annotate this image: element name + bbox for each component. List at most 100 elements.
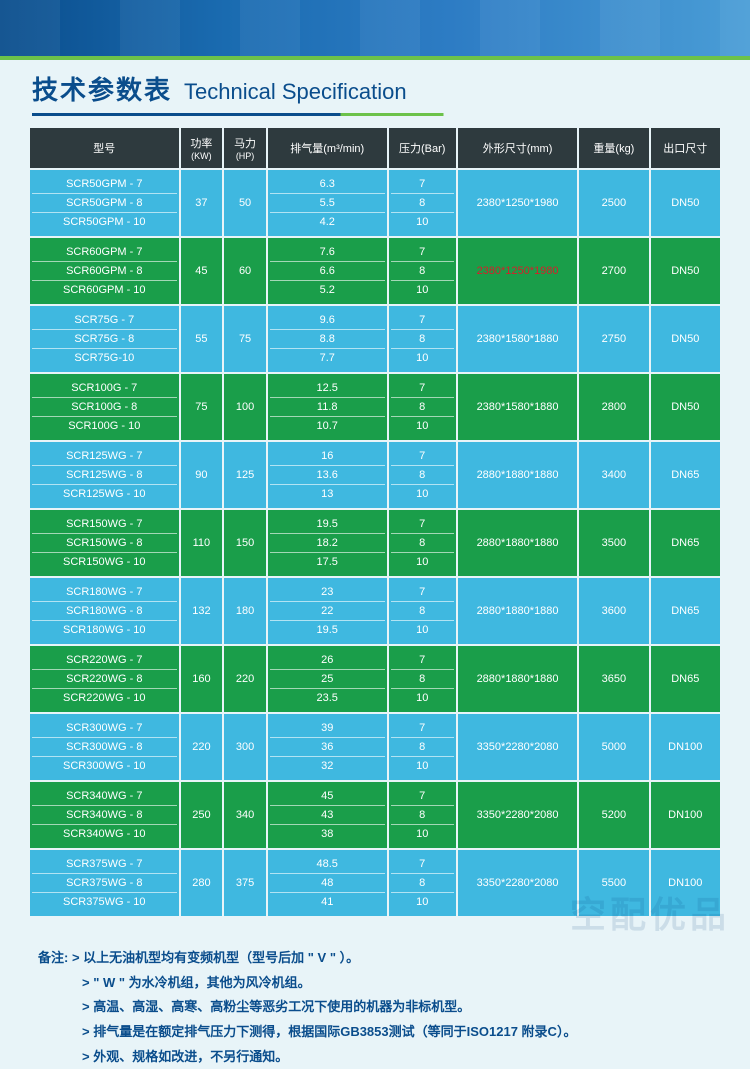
header-banner xyxy=(0,0,750,60)
table-cell: 2380*1250*1980 xyxy=(458,238,577,304)
table-cell: 3350*2280*2080 xyxy=(458,714,577,780)
table-cell: 3650 xyxy=(579,646,648,712)
table-cell: SCR220WG - 7SCR220WG - 8SCR220WG - 10 xyxy=(30,646,179,712)
table-row: SCR60GPM - 7SCR60GPM - 8SCR60GPM - 10456… xyxy=(30,238,720,304)
table-cell: 37 xyxy=(181,170,223,236)
table-cell: 2880*1880*1880 xyxy=(458,442,577,508)
table-cell: 90 xyxy=(181,442,223,508)
table-cell: 132 xyxy=(181,578,223,644)
title-cn: 技术参数表 xyxy=(32,70,172,107)
title-underline xyxy=(32,113,718,116)
table-cell: 280 xyxy=(181,850,223,916)
table-cell: 232219.5 xyxy=(268,578,387,644)
table-cell: DN50 xyxy=(651,374,720,440)
table-cell: 7810 xyxy=(389,238,456,304)
spec-table: 型号 功率(KW) 马力(HP) 排气量(m³/min) 压力(Bar) 外形尺… xyxy=(28,126,722,918)
header-row: 型号 功率(KW) 马力(HP) 排气量(m³/min) 压力(Bar) 外形尺… xyxy=(30,128,720,168)
table-cell: 3400 xyxy=(579,442,648,508)
table-row: SCR75G - 7SCR75G - 8SCR75G-1055759.68.87… xyxy=(30,306,720,372)
table-cell: 250 xyxy=(181,782,223,848)
table-cell: 300 xyxy=(224,714,266,780)
table-cell: SCR125WG - 7SCR125WG - 8SCR125WG - 10 xyxy=(30,442,179,508)
table-cell: 7810 xyxy=(389,850,456,916)
table-cell: DN65 xyxy=(651,442,720,508)
table-cell: SCR300WG - 7SCR300WG - 8SCR300WG - 10 xyxy=(30,714,179,780)
table-row: SCR180WG - 7SCR180WG - 8SCR180WG - 10132… xyxy=(30,578,720,644)
table-cell: 9.68.87.7 xyxy=(268,306,387,372)
note-line: 备注: > 以上无油机型均有变频机型（型号后加 " V " ）。 xyxy=(38,946,712,971)
title-row: 技术参数表 Technical Specification xyxy=(0,60,750,113)
table-row: SCR150WG - 7SCR150WG - 8SCR150WG - 10110… xyxy=(30,510,720,576)
table-cell: 3500 xyxy=(579,510,648,576)
table-cell: SCR375WG - 7SCR375WG - 8SCR375WG - 10 xyxy=(30,850,179,916)
table-cell: 375 xyxy=(224,850,266,916)
table-cell: 75 xyxy=(224,306,266,372)
table-cell: 2800 xyxy=(579,374,648,440)
table-cell: SCR50GPM - 7SCR50GPM - 8SCR50GPM - 10 xyxy=(30,170,179,236)
table-cell: 110 xyxy=(181,510,223,576)
table-cell: 454338 xyxy=(268,782,387,848)
table-row: SCR220WG - 7SCR220WG - 8SCR220WG - 10160… xyxy=(30,646,720,712)
table-cell: 7810 xyxy=(389,782,456,848)
table-cell: DN50 xyxy=(651,306,720,372)
note-line: > 外观、规格如改进，不另行通知。 xyxy=(38,1045,712,1069)
table-cell: 7.66.65.2 xyxy=(268,238,387,304)
th-dim: 外形尺寸(mm) xyxy=(458,128,577,168)
note-line: > " W " 为水冷机组，其他为风冷机组。 xyxy=(38,971,712,996)
table-cell: 2750 xyxy=(579,306,648,372)
table-cell: 2380*1250*1980 xyxy=(458,170,577,236)
table-cell: 7810 xyxy=(389,714,456,780)
table-cell: DN100 xyxy=(651,714,720,780)
table-cell: SCR180WG - 7SCR180WG - 8SCR180WG - 10 xyxy=(30,578,179,644)
table-cell: 262523.5 xyxy=(268,646,387,712)
table-cell: 160 xyxy=(181,646,223,712)
table-cell: 5000 xyxy=(579,714,648,780)
watermark: 空配优品 xyxy=(570,886,730,938)
table-cell: 5200 xyxy=(579,782,648,848)
table-cell: 7810 xyxy=(389,442,456,508)
table-cell: 2700 xyxy=(579,238,648,304)
table-cell: SCR75G - 7SCR75G - 8SCR75G-10 xyxy=(30,306,179,372)
title-en: Technical Specification xyxy=(184,79,407,105)
table-cell: 125 xyxy=(224,442,266,508)
table-cell: 180 xyxy=(224,578,266,644)
table-cell: 1613.613 xyxy=(268,442,387,508)
table-row: SCR300WG - 7SCR300WG - 8SCR300WG - 10220… xyxy=(30,714,720,780)
table-cell: 45 xyxy=(181,238,223,304)
table-cell: 3350*2280*2080 xyxy=(458,850,577,916)
table-cell: 100 xyxy=(224,374,266,440)
table-cell: SCR60GPM - 7SCR60GPM - 8SCR60GPM - 10 xyxy=(30,238,179,304)
table-cell: 340 xyxy=(224,782,266,848)
th-wt: 重量(kg) xyxy=(579,128,648,168)
table-cell: 7810 xyxy=(389,306,456,372)
table-row: SCR125WG - 7SCR125WG - 8SCR125WG - 10901… xyxy=(30,442,720,508)
table-cell: DN65 xyxy=(651,510,720,576)
table-cell: 220 xyxy=(181,714,223,780)
table-cell: DN65 xyxy=(651,578,720,644)
table-cell: DN100 xyxy=(651,782,720,848)
table-cell: 55 xyxy=(181,306,223,372)
th-hp: 马力(HP) xyxy=(224,128,266,168)
table-cell: 6.35.54.2 xyxy=(268,170,387,236)
table-cell: 393632 xyxy=(268,714,387,780)
table-cell: 50 xyxy=(224,170,266,236)
table-cell: DN50 xyxy=(651,238,720,304)
table-cell: SCR150WG - 7SCR150WG - 8SCR150WG - 10 xyxy=(30,510,179,576)
table-cell: 220 xyxy=(224,646,266,712)
table-cell: DN50 xyxy=(651,170,720,236)
table-row: SCR100G - 7SCR100G - 8SCR100G - 10751001… xyxy=(30,374,720,440)
table-row: SCR50GPM - 7SCR50GPM - 8SCR50GPM - 10375… xyxy=(30,170,720,236)
th-model: 型号 xyxy=(30,128,179,168)
table-cell: 3600 xyxy=(579,578,648,644)
th-bar: 压力(Bar) xyxy=(389,128,456,168)
table-cell: 19.518.217.5 xyxy=(268,510,387,576)
table-cell: 7810 xyxy=(389,510,456,576)
note-line: > 高温、高湿、高寒、高粉尘等恶劣工况下使用的机器为非标机型。 xyxy=(38,995,712,1020)
table-cell: 75 xyxy=(181,374,223,440)
table-cell: SCR100G - 7SCR100G - 8SCR100G - 10 xyxy=(30,374,179,440)
table-cell: 2500 xyxy=(579,170,648,236)
table-cell: 150 xyxy=(224,510,266,576)
th-out: 出口尺寸 xyxy=(651,128,720,168)
table-cell: 2380*1580*1880 xyxy=(458,306,577,372)
table-cell: 2880*1880*1880 xyxy=(458,510,577,576)
